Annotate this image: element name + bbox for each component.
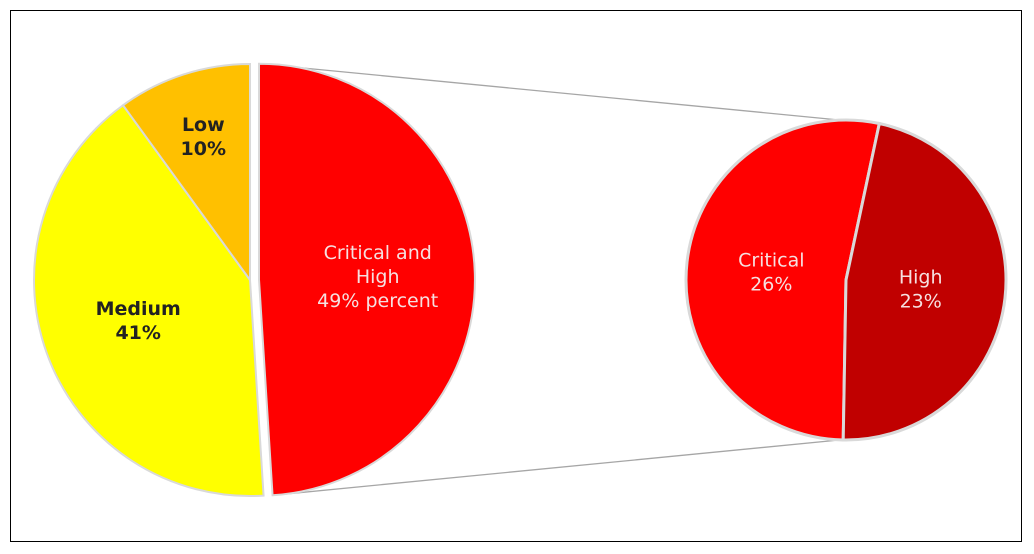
secondary-slice-label-high-line: High [899, 267, 943, 289]
main-pie [33, 62, 476, 497]
secondary-slice-label-high: High 23% [899, 267, 943, 313]
main-slice-label-critical-and-line: High [356, 266, 400, 288]
main-slice-critical-and [257, 62, 476, 497]
connector-line-top [258, 63, 841, 121]
secondary-slice-label-high-line: 23% [900, 291, 942, 313]
main-slice-label-medium: Medium 41% [96, 298, 181, 344]
connector-lines [258, 63, 841, 496]
main-slice-label-critical-and-line: 49% percent [317, 290, 438, 312]
main-slice-label-low-line: 10% [181, 138, 226, 160]
main-slice-label-critical-and: Critical and High 49% percent [317, 242, 438, 312]
secondary-slice-label-critical-line: Critical [738, 250, 804, 272]
main-slice-label-low-line: Low [182, 114, 225, 136]
secondary-pie [684, 118, 1008, 442]
secondary-slice-high [841, 121, 1008, 442]
main-slice-label-low: Low 10% [181, 114, 226, 160]
main-slice-medium [33, 103, 265, 497]
connector-line-bottom [272, 439, 841, 496]
main-slice-low [121, 62, 251, 284]
main-slice-label-medium-line: Medium [96, 298, 181, 320]
secondary-slice-label-critical-line: 26% [750, 274, 792, 296]
main-slice-label-medium-line: 41% [115, 322, 160, 344]
main-slice-label-critical-and-line: Critical and [324, 242, 432, 264]
secondary-slice-critical [684, 118, 882, 442]
secondary-slice-label-critical: Critical 26% [738, 250, 804, 296]
